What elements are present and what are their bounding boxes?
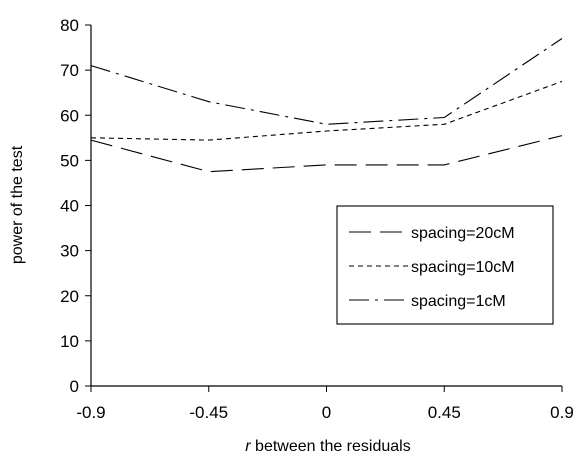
legend: spacing=20cM spacing=10cM spacing=1cM bbox=[336, 205, 554, 325]
y-tick-label: 80 bbox=[60, 16, 79, 35]
legend-label: spacing=20cM bbox=[411, 225, 515, 242]
y-tick-label: 50 bbox=[60, 151, 79, 170]
x-axis-title: r between the residuals bbox=[245, 438, 410, 455]
y-tick-label: 60 bbox=[60, 106, 79, 125]
series-line-3 bbox=[90, 38, 563, 125]
y-tick-label: 20 bbox=[60, 287, 79, 306]
x-tick-label: 0.45 bbox=[428, 403, 461, 422]
y-tick-label: 70 bbox=[60, 61, 79, 80]
y-tick-label: 40 bbox=[60, 197, 79, 216]
legend-label: spacing=1cM bbox=[411, 293, 506, 310]
y-tick-label: 30 bbox=[60, 242, 79, 261]
x-tick-label: -0.45 bbox=[189, 403, 228, 422]
legend-box bbox=[336, 205, 554, 325]
series-layer bbox=[90, 38, 563, 173]
x-tick-label: 0.9 bbox=[550, 403, 574, 422]
y-axis-title: power of the test bbox=[9, 145, 26, 264]
axes: 0 10 20 30 40 50 60 70 80 -0.9 -0.45 0 0.45 0.9 bbox=[60, 16, 574, 422]
x-axis-title-italic: r bbox=[245, 438, 251, 455]
y-tick-label: 10 bbox=[60, 332, 79, 351]
x-axis-title-rest: between the residuals bbox=[251, 438, 411, 455]
series-line-2 bbox=[90, 80, 563, 141]
x-tick-label: 0 bbox=[322, 403, 331, 422]
x-tick-label: -0.9 bbox=[76, 403, 105, 422]
series-line-1 bbox=[90, 135, 563, 173]
legend-label: spacing=10cM bbox=[411, 259, 515, 276]
y-tick-label: 0 bbox=[70, 377, 79, 396]
